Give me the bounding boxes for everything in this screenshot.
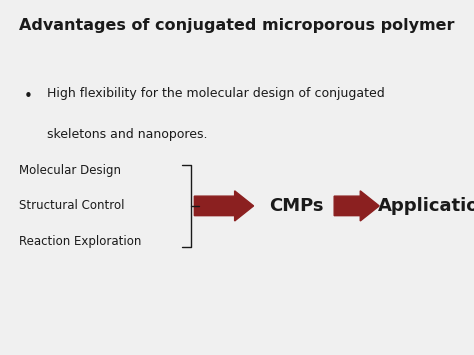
Text: High flexibility for the molecular design of conjugated: High flexibility for the molecular desig… [47, 87, 385, 100]
FancyArrow shape [334, 191, 379, 221]
Text: skeletons and nanopores.: skeletons and nanopores. [47, 128, 208, 141]
FancyArrow shape [194, 191, 254, 221]
Text: Molecular Design: Molecular Design [19, 164, 121, 177]
Text: Structural Control: Structural Control [19, 200, 125, 212]
Text: Advantages of conjugated microporous polymer: Advantages of conjugated microporous pol… [19, 18, 455, 33]
Text: •: • [24, 89, 33, 104]
Text: Applications: Applications [378, 197, 474, 215]
Text: Reaction Exploration: Reaction Exploration [19, 235, 141, 248]
Text: CMPs: CMPs [269, 197, 323, 215]
